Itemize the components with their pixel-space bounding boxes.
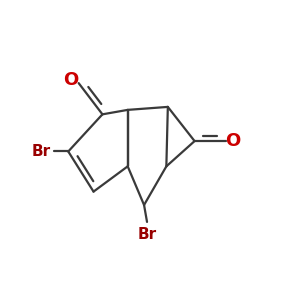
Text: O: O [64,71,79,89]
Text: Br: Br [32,144,51,159]
Text: O: O [225,132,240,150]
Text: Br: Br [137,227,157,242]
